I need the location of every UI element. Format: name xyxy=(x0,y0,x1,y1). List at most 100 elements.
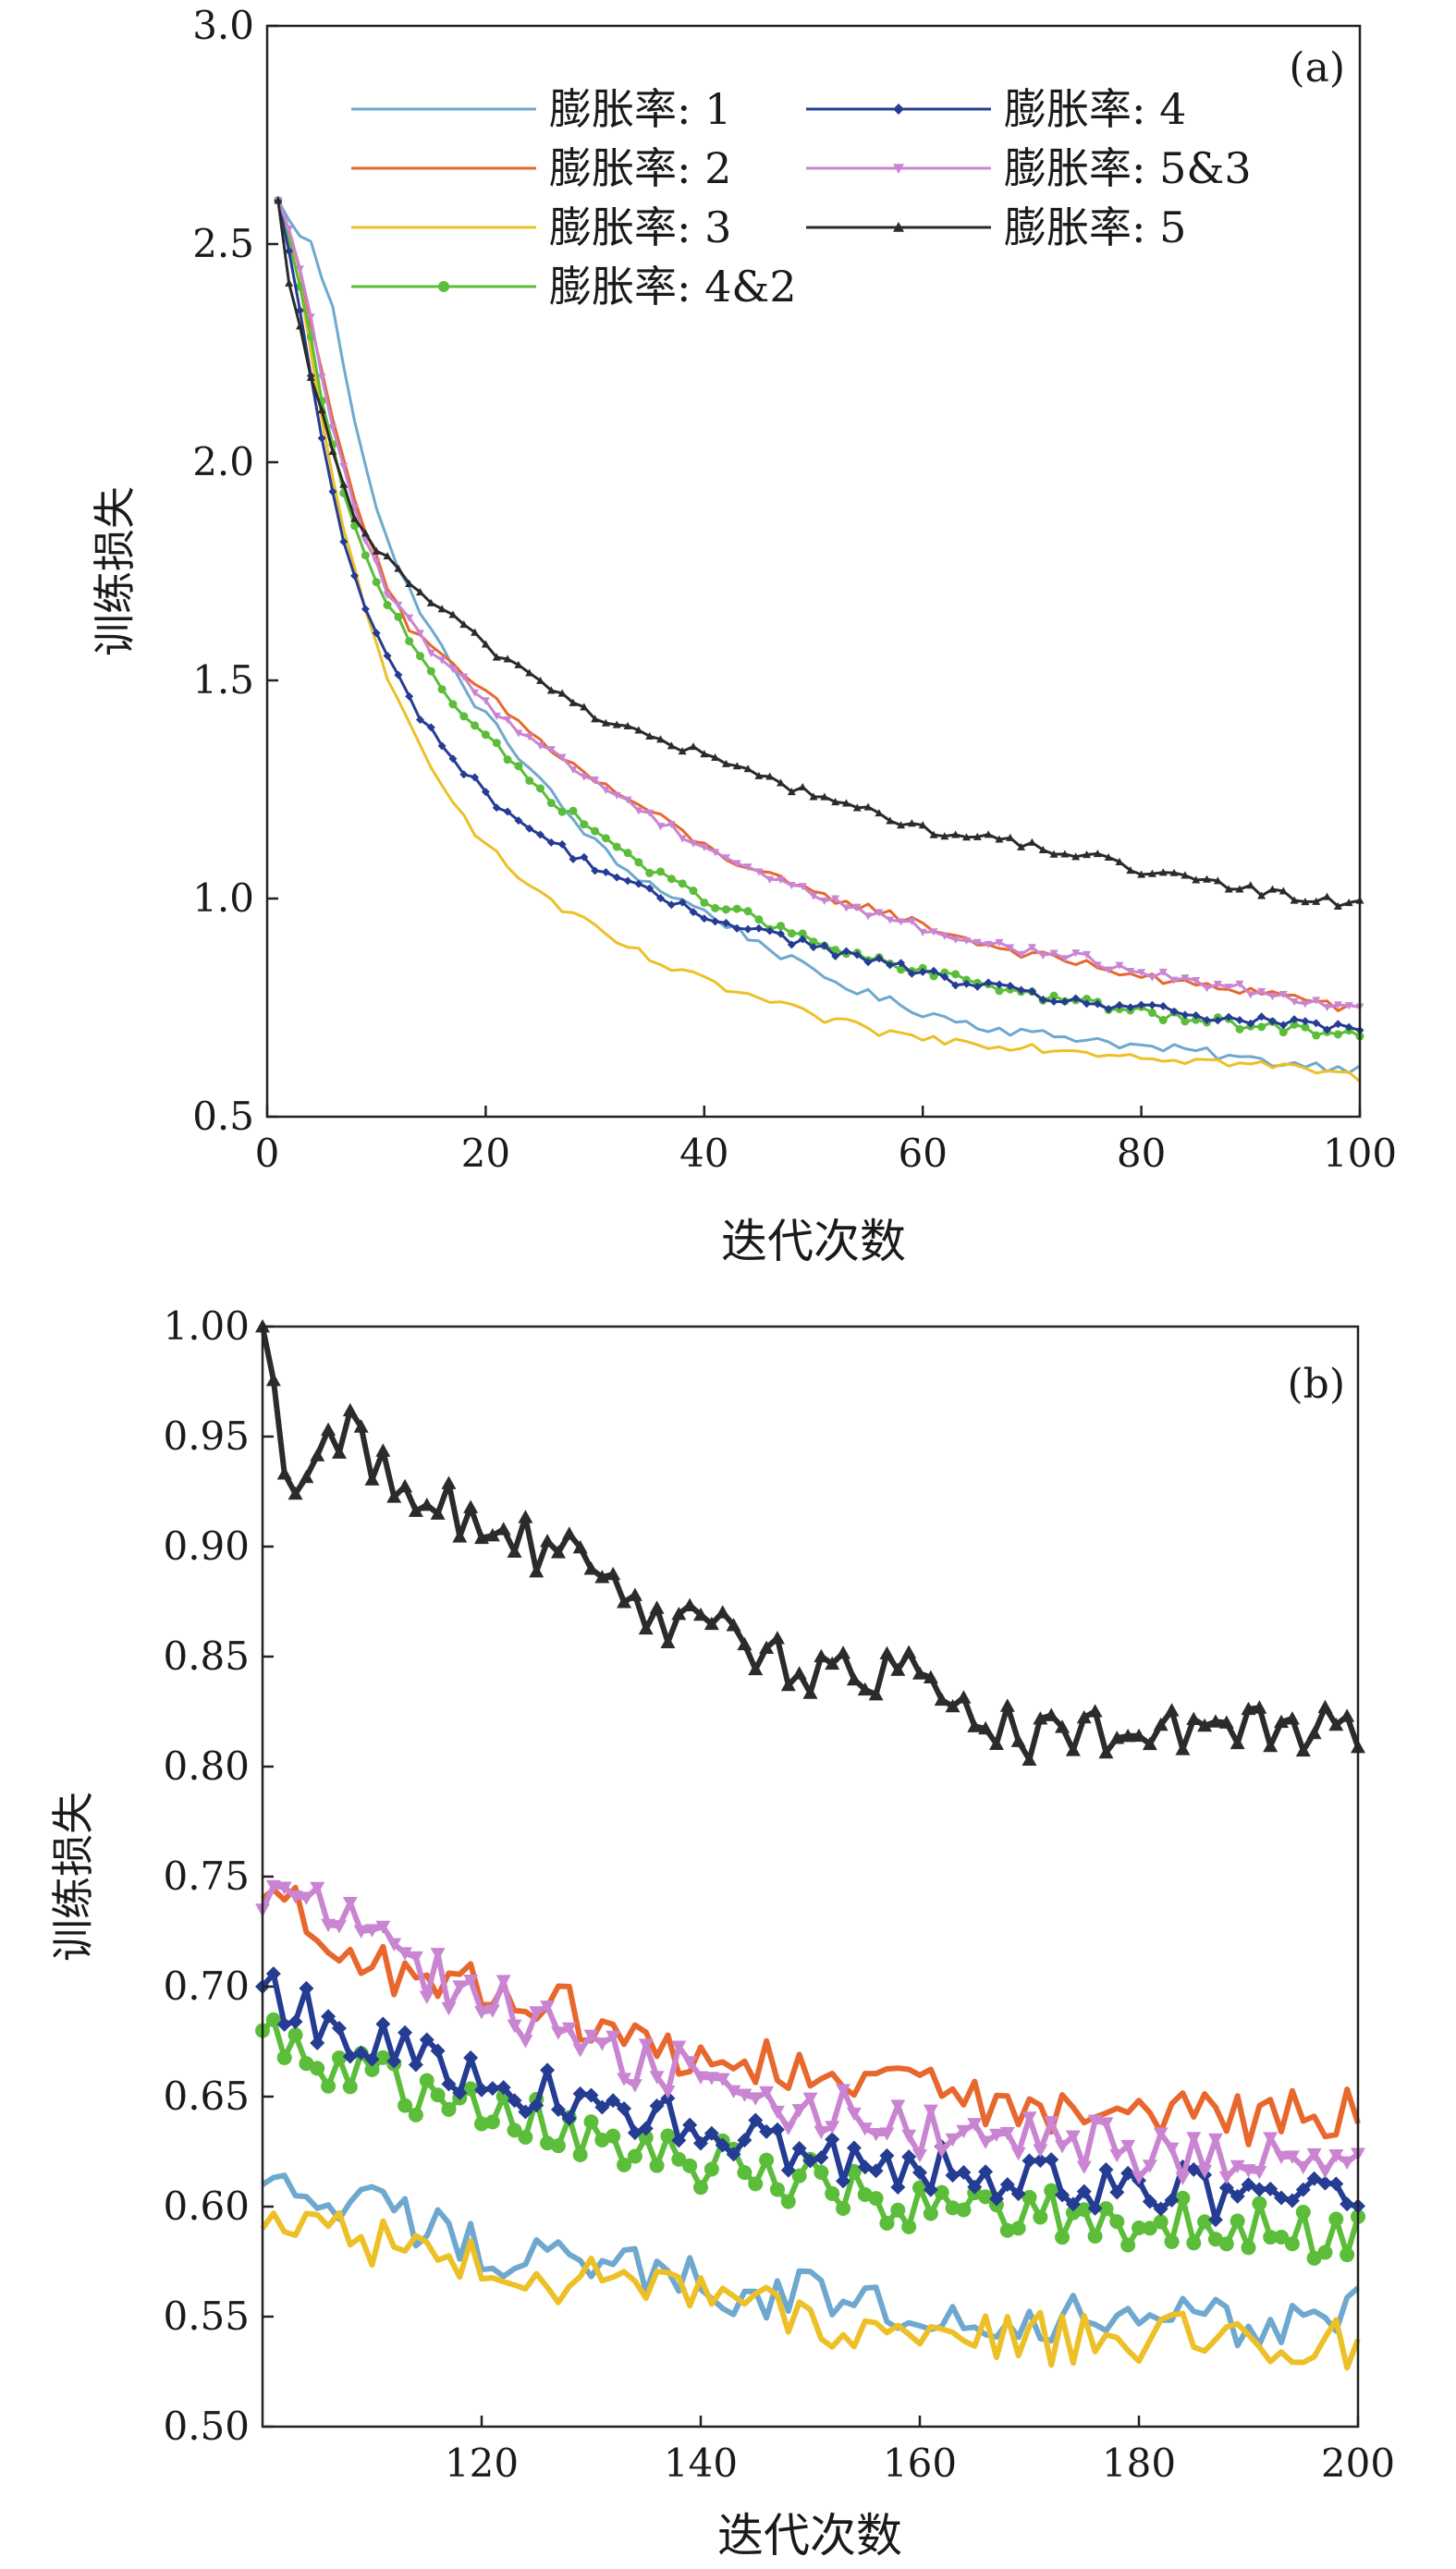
data-point xyxy=(956,2124,972,2139)
data-point xyxy=(394,564,403,572)
data-point xyxy=(310,2061,325,2076)
legend-marker xyxy=(893,222,904,232)
data-point xyxy=(481,640,490,648)
y-tick-label: 0.75 xyxy=(163,1853,250,1899)
data-point xyxy=(798,935,807,944)
data-point xyxy=(405,637,414,646)
data-point xyxy=(1284,1711,1300,1725)
data-point xyxy=(529,1563,544,1578)
data-point xyxy=(1158,1001,1168,1010)
data-point xyxy=(1218,2180,1234,2196)
x-tick-label: 80 xyxy=(1117,1131,1166,1176)
data-point xyxy=(408,1503,423,1517)
data-point xyxy=(342,1896,358,1911)
data-point xyxy=(375,2049,391,2065)
panel-b: 120 140 160 180 200 0.50 0.55 0.60 0.65 0.70 0.75 0… xyxy=(48,1303,1395,2563)
data-point xyxy=(601,867,610,876)
data-point xyxy=(364,2051,380,2067)
data-point xyxy=(1147,869,1156,877)
data-point xyxy=(923,2182,938,2197)
panel-a-plot-frame xyxy=(265,24,1362,1119)
legend-label: 膨胀率: 1 xyxy=(549,84,731,134)
data-point xyxy=(572,2086,588,2101)
data-point xyxy=(1230,2188,1245,2204)
data-point xyxy=(934,2144,949,2159)
data-point xyxy=(1098,2162,1114,2178)
data-point xyxy=(448,666,458,674)
data-point xyxy=(798,929,807,938)
data-point xyxy=(415,588,424,596)
data-point xyxy=(1267,885,1277,893)
data-point xyxy=(1207,2133,1223,2147)
data-point xyxy=(671,2151,687,2167)
data-point xyxy=(299,1891,314,1905)
data-point xyxy=(886,816,895,825)
data-point xyxy=(1197,2214,1213,2230)
data-point xyxy=(945,2168,960,2184)
data-point xyxy=(809,892,818,900)
data-point xyxy=(951,830,960,838)
data-point xyxy=(561,1526,577,1540)
data-point xyxy=(1055,2140,1071,2154)
data-point xyxy=(529,2006,544,2020)
data-point xyxy=(1142,2194,1157,2209)
data-point xyxy=(471,689,480,697)
data-point xyxy=(907,819,916,827)
data-point xyxy=(1181,1010,1190,1020)
data-point xyxy=(759,1640,775,1654)
data-point xyxy=(852,803,862,812)
data-point xyxy=(437,685,447,694)
data-point xyxy=(759,2086,775,2100)
data-point xyxy=(667,741,676,750)
data-point xyxy=(787,788,796,796)
data-point xyxy=(978,2189,994,2205)
data-point xyxy=(557,807,567,816)
y-tick-label: 0.80 xyxy=(163,1743,250,1789)
data-point xyxy=(934,1692,949,1707)
data-point xyxy=(825,1656,840,1670)
data-point xyxy=(1142,1736,1157,1751)
data-point xyxy=(1126,1003,1135,1012)
data-point xyxy=(1290,896,1299,904)
data-point xyxy=(394,612,403,621)
data-point xyxy=(546,686,556,694)
series-4 xyxy=(255,1966,1365,2228)
data-point xyxy=(306,313,315,322)
data-point xyxy=(339,462,349,471)
data-point xyxy=(484,2114,500,2130)
y-tick-label: 1.5 xyxy=(192,657,254,703)
data-point xyxy=(901,2149,917,2165)
data-point xyxy=(678,898,687,907)
data-point xyxy=(1033,1711,1048,1725)
data-point xyxy=(383,591,392,599)
x-tick-label: 0 xyxy=(255,1131,280,1176)
data-point xyxy=(831,895,840,903)
data-point xyxy=(777,929,786,938)
data-point xyxy=(386,2053,402,2069)
data-point xyxy=(295,265,304,274)
data-point xyxy=(638,1621,654,1635)
data-point xyxy=(1087,2228,1103,2244)
data-point xyxy=(693,1607,708,1621)
data-point xyxy=(507,2093,522,2109)
data-point xyxy=(645,868,655,877)
data-point xyxy=(405,579,414,588)
data-point xyxy=(471,628,480,636)
data-point xyxy=(1071,994,1081,1003)
data-point xyxy=(995,980,1004,989)
data-point xyxy=(591,866,600,875)
data-point xyxy=(682,2056,698,2070)
data-point xyxy=(1323,1025,1332,1034)
data-point xyxy=(951,970,960,979)
data-point xyxy=(743,863,752,872)
data-point xyxy=(868,1686,884,1701)
data-point xyxy=(1290,1015,1299,1024)
data-point xyxy=(984,830,993,838)
data-point xyxy=(627,2125,642,2141)
data-point xyxy=(540,2062,556,2078)
data-point xyxy=(1087,2114,1103,2129)
data-point xyxy=(353,1925,369,1939)
data-point xyxy=(1076,2202,1092,2218)
data-point xyxy=(1295,1743,1311,1757)
data-point xyxy=(426,723,435,732)
